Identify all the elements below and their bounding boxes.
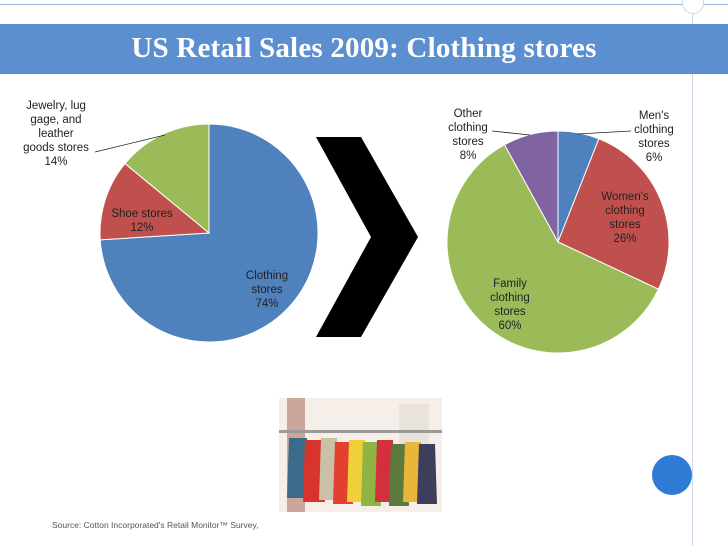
clothing-rack-image (279, 398, 442, 512)
corner-badge-circle (652, 455, 692, 495)
label-jewelry-stores: Jewelry, lug gage, and leather goods sto… (23, 100, 89, 168)
label-mens-clothing: Men's clothing stores 6% (634, 110, 674, 164)
leader-line-other (491, 130, 531, 136)
label-shoe-stores: Shoe stores 12% (111, 208, 173, 234)
slice-family-clothing (446, 144, 660, 354)
clothing-rack-photo (279, 398, 442, 512)
slice-other-clothing (503, 130, 559, 243)
right-border-line (692, 0, 693, 546)
label-womens-clothing: Women's clothing stores 26% (601, 191, 649, 245)
label-clothing-stores: Clothing stores 74% (245, 270, 289, 310)
slice-womens-clothing (557, 138, 670, 290)
label-other-clothing: Other clothing stores 8% (448, 108, 488, 162)
slice-shoe-stores (99, 162, 211, 241)
chevron-arrow-icon (316, 137, 418, 337)
pie-chart-store-types (99, 123, 319, 343)
pie-chart-clothing-stores (446, 130, 670, 354)
slice-jewelry-stores (124, 123, 210, 235)
top-border-line (0, 4, 728, 5)
label-family-clothing: Family clothing stores 60% (490, 278, 530, 332)
leader-line-mens (576, 130, 632, 135)
title-bar (0, 24, 728, 74)
leader-line-jewelry (94, 134, 166, 153)
slide-title: US Retail Sales 2009: Clothing stores (131, 32, 597, 64)
source-note: Source: Cotton Incorporated's Retail Mon… (52, 520, 259, 530)
